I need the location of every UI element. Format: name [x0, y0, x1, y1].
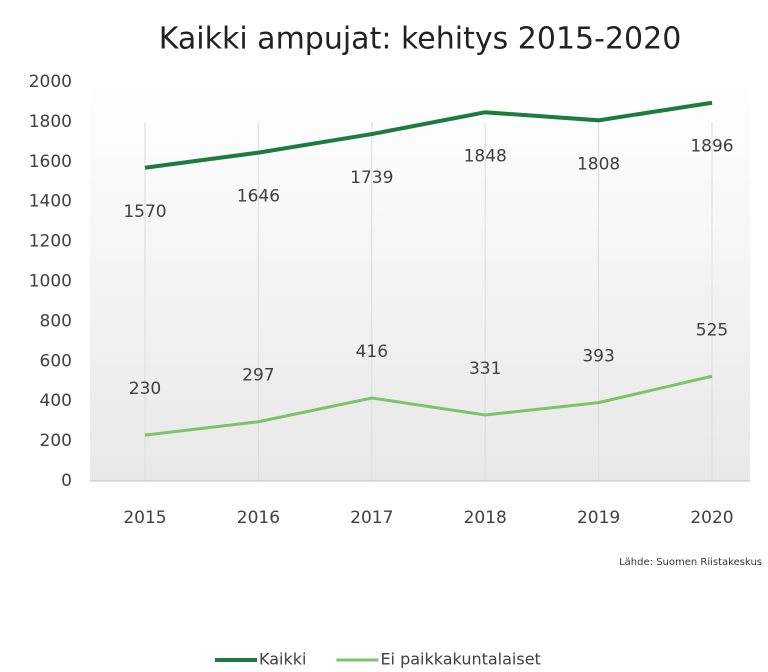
data-label: 1808	[577, 154, 620, 174]
source: Lähde: Suomen Riistakeskus	[619, 557, 762, 568]
data-label: 1646	[237, 187, 280, 207]
plot-area	[90, 82, 750, 481]
legend-label: Kaikki	[259, 650, 306, 669]
series-line	[144, 374, 713, 437]
y-tick-label: 0	[61, 471, 72, 491]
y-tick-label: 1400	[29, 192, 72, 212]
x-tick-label: 2016	[237, 508, 280, 528]
x-tick-label: 2017	[350, 508, 393, 528]
y-tick-label: 600	[40, 351, 72, 371]
data-label: 1848	[464, 146, 507, 166]
data-label: 1739	[350, 168, 393, 188]
x-tick-label: 2020	[690, 508, 733, 528]
y-tick-label: 1600	[29, 152, 72, 172]
data-label: 393	[582, 347, 614, 367]
y-tick-label: 800	[40, 311, 72, 331]
data-label: 297	[242, 366, 274, 386]
y-tick-label: 1000	[29, 272, 72, 292]
data-label: 416	[356, 342, 388, 362]
y-tick-label: 400	[40, 391, 72, 411]
y-tick-label: 1800	[29, 112, 72, 132]
y-tick-label: 2000	[29, 72, 72, 92]
data-label: 1896	[690, 137, 733, 157]
legend-label: Ei paikkakuntalaiset	[380, 650, 540, 669]
data-label: 1570	[123, 202, 166, 222]
y-tick-label: 200	[40, 431, 72, 451]
data-label: 230	[129, 379, 161, 399]
x-tick-label: 2015	[123, 508, 166, 528]
x-tick-label: 2019	[577, 508, 620, 528]
series-line	[144, 100, 713, 170]
x-tick-label: 2018	[464, 508, 507, 528]
y-tick-label: 1200	[29, 232, 72, 252]
data-label: 331	[469, 359, 501, 379]
data-label: 525	[696, 320, 728, 340]
chart-title: Kaikki ampujat: kehitys 2015-2020	[159, 22, 682, 57]
